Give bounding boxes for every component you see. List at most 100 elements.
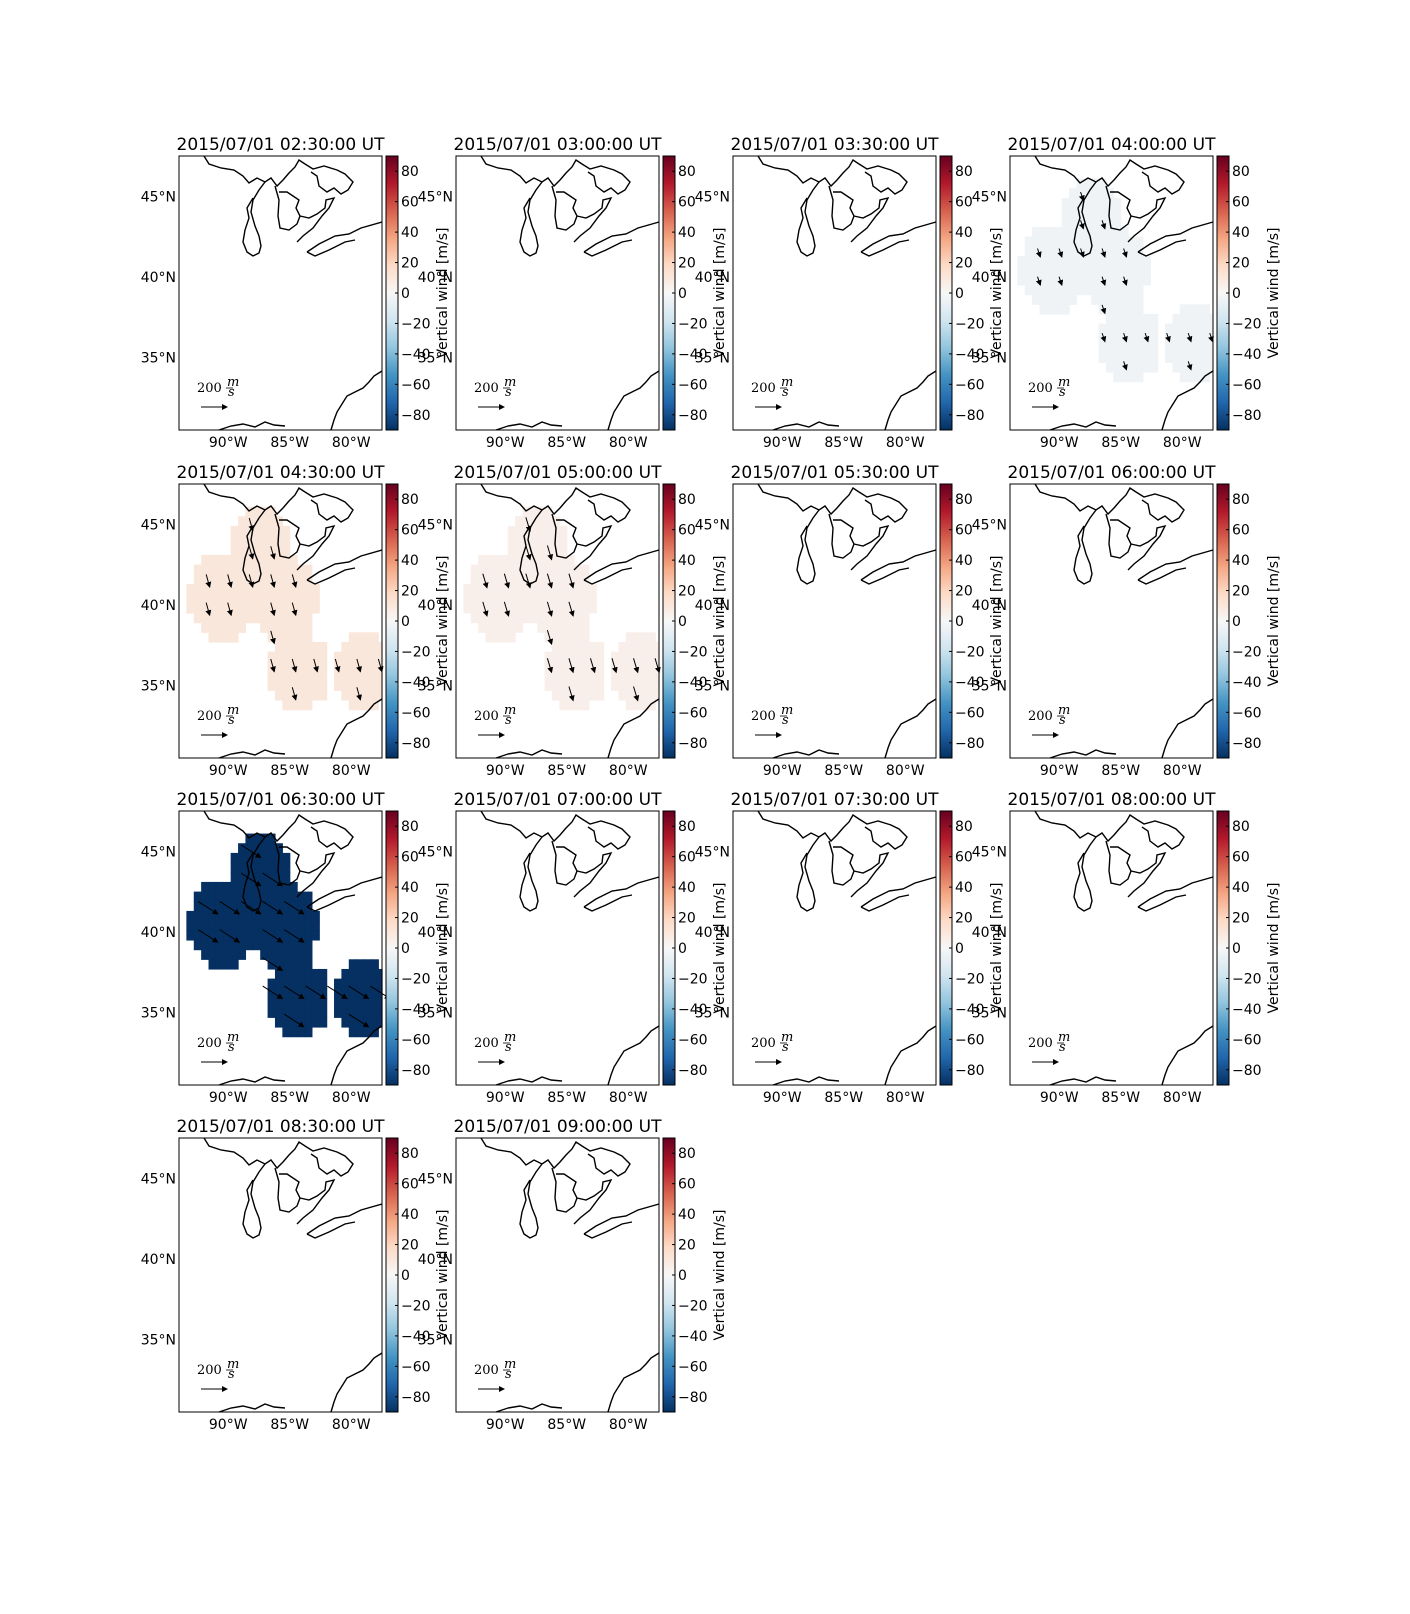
coastline [203,810,354,850]
wind-arrow [262,957,284,971]
data-cell [274,593,283,604]
data-cell [618,651,627,662]
data-cell [566,699,575,711]
data-cell [581,593,590,604]
data-cell [1150,333,1159,344]
coastline [583,876,660,908]
data-cell [1201,352,1210,363]
x-tick-label: 80°W [609,763,648,779]
data-cell [297,612,306,624]
data-cell [1128,371,1137,383]
wind-arrow [1143,332,1150,343]
data-cell [260,939,269,951]
data-cell [1098,197,1107,209]
quiver-key-unit-num: m [504,375,516,390]
data-cell [588,603,597,614]
colorbar-tick-label: −60 [401,1359,431,1375]
wind-arrow [270,546,276,560]
colorbar-tick-label: −40 [1232,1002,1262,1018]
data-cell [1098,226,1107,238]
data-cell [289,968,298,980]
data-cell [267,862,276,873]
data-cell [544,554,553,566]
data-cell [515,574,524,585]
data-cell [507,545,516,556]
data-cell [274,651,283,662]
data-cell [1128,284,1137,296]
data-cell [260,583,269,595]
data-cell [1150,362,1159,373]
data-cell [304,680,313,691]
y-tick-label: 45°N [141,1171,176,1187]
data-cell [282,978,291,989]
data-cell [311,988,320,999]
data-cell [304,690,313,701]
data-cell [274,612,283,624]
data-cell [215,574,224,585]
data-cell [1069,246,1078,257]
coastline [757,810,908,850]
data-cell [186,603,195,614]
coastline [583,221,660,253]
data-cell [1024,265,1033,276]
coastline [850,851,890,898]
coastline [884,370,937,431]
data-cell [1046,294,1055,305]
quiver-key-label: 200 [1028,381,1053,396]
data-cell [529,535,538,546]
data-cell [238,843,247,854]
x-tick-label: 85°W [824,1090,863,1106]
data-cell [289,670,298,682]
colorbar-tick-label: −60 [1232,377,1262,393]
data-cell [208,920,217,931]
data-cell [341,690,350,701]
coastline [330,1025,383,1086]
data-cell [245,612,254,624]
data-cell [1201,333,1210,344]
wind-arrow [568,658,575,674]
data-cell [1105,284,1114,296]
data-cell [1209,313,1214,325]
colorbar-tick-label: 40 [401,225,419,241]
data-cell [274,949,283,960]
x-tick-label: 90°W [1040,435,1079,451]
data-cell [1105,313,1114,325]
colorbar-tick-label: 40 [1232,225,1250,241]
data-cell [341,1017,350,1028]
colorbar-tick-label: −60 [678,1032,708,1048]
data-cell [260,612,269,624]
y-tick-label: 45°N [695,844,730,860]
data-cell [492,593,501,604]
data-cell [304,959,313,970]
data-cell [223,612,232,624]
data-cell [201,583,210,595]
data-cell [1209,352,1214,363]
y-tick-label: 40°N [695,925,730,941]
data-cell [544,535,553,546]
coastline [242,181,266,257]
data-cell [1046,255,1055,267]
colorbar-label: Vertical wind [m/s] [435,556,451,687]
quiver-key-unit-den: s [1059,1040,1066,1055]
data-cell [341,1007,350,1018]
data-cell [245,516,254,527]
wind-arrows [1035,191,1214,371]
data-cell [507,583,516,595]
data-cell [252,612,261,624]
colorbar-tick-label: 20 [401,584,419,600]
data-cell [1128,333,1137,344]
data-cell [470,574,479,585]
data-cell [223,939,232,951]
colorbar-tick-label: −80 [1232,736,1262,752]
data-cell [574,680,583,691]
data-cell [492,564,501,575]
data-cell [1046,284,1055,296]
data-cell [348,1026,357,1038]
data-cell [625,641,634,653]
quiver-key: 200 ms [474,1357,516,1392]
y-tick-label: 45°N [695,517,730,533]
coastline [480,1137,631,1177]
data-cell [1061,284,1070,296]
data-cell [208,554,217,566]
colorbar-label: Vertical wind [m/s] [1266,883,1282,1014]
